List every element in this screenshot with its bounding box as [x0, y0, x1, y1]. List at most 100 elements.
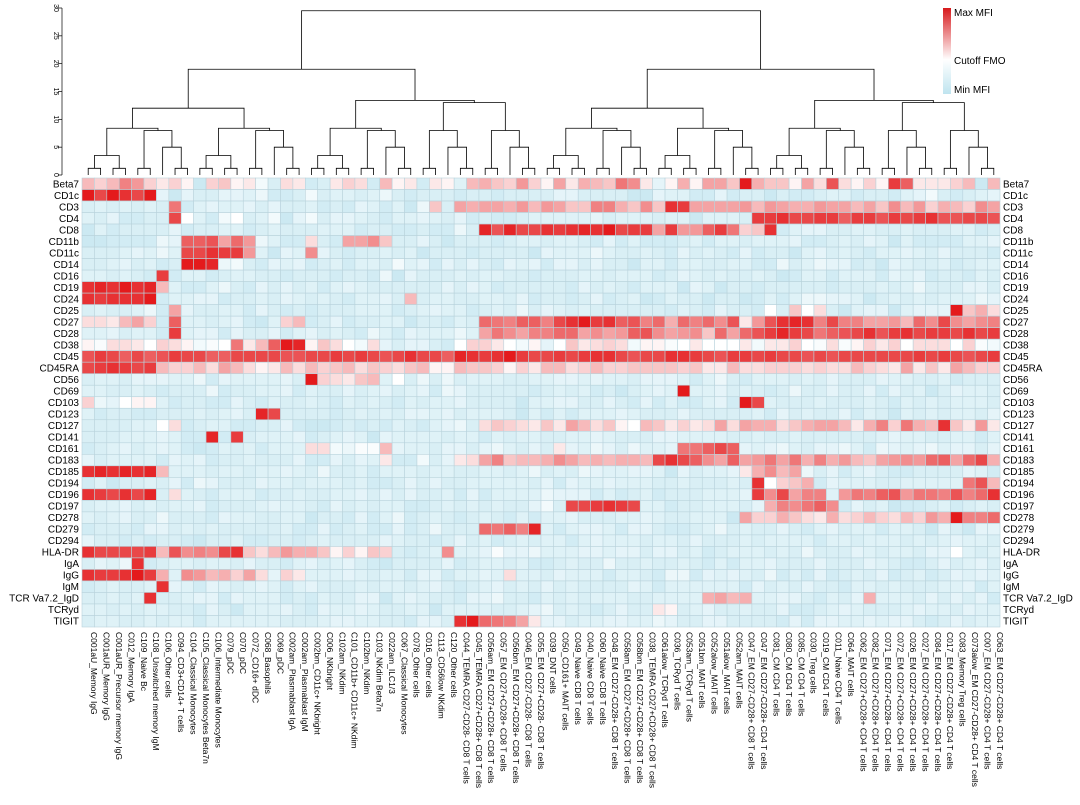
- heatmap-cell: [106, 523, 120, 536]
- heatmap-cell: [205, 177, 219, 190]
- heatmap-cell: [677, 350, 691, 363]
- heatmap-cell: [639, 177, 653, 190]
- heatmap-cell: [230, 430, 244, 444]
- heatmap-cell: [863, 246, 877, 259]
- heatmap-cell: [317, 177, 331, 190]
- heatmap-cell: [776, 258, 790, 271]
- heatmap-cell: [553, 580, 567, 593]
- heatmap-cell: [503, 580, 517, 593]
- heatmap-cell: [478, 212, 492, 225]
- row-label: CD123: [1003, 410, 1035, 421]
- heatmap-cell: [900, 384, 914, 398]
- heatmap-cell: [850, 258, 864, 271]
- heatmap-cell: [429, 442, 443, 455]
- column-label: C001aUR_Memory IgG: [102, 632, 112, 721]
- heatmap-cell: [441, 592, 455, 605]
- heatmap-cell: [94, 384, 108, 398]
- heatmap-cell: [850, 500, 864, 513]
- heatmap-cell: [416, 477, 430, 490]
- heatmap-cell: [317, 361, 331, 375]
- heatmap-cell: [466, 511, 480, 524]
- heatmap-cell: [826, 246, 840, 259]
- heatmap-cell: [205, 338, 219, 351]
- heatmap-cell: [590, 569, 604, 582]
- heatmap-cell: [974, 223, 988, 236]
- heatmap-cell: [987, 212, 1001, 225]
- heatmap-cell: [826, 373, 840, 386]
- heatmap-cell: [714, 327, 728, 340]
- heatmap-cell: [292, 592, 306, 605]
- heatmap-cell: [701, 419, 715, 432]
- heatmap-cell: [937, 246, 951, 259]
- heatmap-cell: [937, 523, 951, 536]
- heatmap-cell: [577, 592, 591, 605]
- heatmap-cell: [788, 361, 802, 375]
- heatmap-cell: [354, 465, 368, 478]
- heatmap-cell: [888, 396, 902, 409]
- heatmap-cell: [714, 304, 728, 317]
- heatmap-cell: [404, 592, 418, 605]
- heatmap-cell: [925, 189, 939, 202]
- heatmap-cell: [950, 384, 964, 398]
- heatmap-cell: [106, 281, 120, 294]
- heatmap-cell: [156, 500, 170, 513]
- heatmap-cell: [726, 258, 740, 271]
- heatmap-cell: [329, 488, 343, 501]
- heatmap-cell: [739, 442, 753, 455]
- column-label: C016_Other cells: [424, 632, 434, 698]
- heatmap-cell: [826, 557, 840, 570]
- heatmap-cell: [950, 557, 964, 570]
- heatmap-cell: [577, 454, 591, 467]
- heatmap-cell: [478, 177, 492, 190]
- heatmap-cell: [714, 200, 728, 213]
- heatmap-cell: [230, 292, 244, 305]
- heatmap-cell: [242, 407, 256, 421]
- heatmap-cell: [937, 292, 951, 305]
- heatmap-cell: [937, 477, 951, 490]
- heatmap-cell: [379, 223, 393, 236]
- heatmap-cell: [726, 592, 740, 605]
- dendrogram-link: [980, 167, 995, 175]
- heatmap-cell: [453, 569, 467, 582]
- heatmap-cell: [180, 430, 194, 444]
- heatmap-cell: [900, 546, 914, 559]
- heatmap-cell: [404, 477, 418, 490]
- heatmap-cell: [292, 430, 306, 444]
- heatmap-cell: [156, 477, 170, 490]
- heatmap-cell: [813, 465, 827, 478]
- heatmap-cell: [180, 246, 194, 259]
- heatmap-cell: [230, 338, 244, 351]
- heatmap-cell: [639, 327, 653, 340]
- heatmap-cell: [156, 373, 170, 386]
- heatmap-cell: [466, 615, 480, 628]
- heatmap-cell: [801, 361, 815, 375]
- column-label: C047_EM CD27-CD28+ CD8 T cells: [747, 632, 757, 769]
- heatmap-cell: [627, 454, 641, 467]
- heatmap-cell: [329, 269, 343, 282]
- heatmap-cell: [838, 189, 852, 202]
- row-label: CD278: [1003, 513, 1035, 524]
- heatmap-cell: [652, 235, 666, 248]
- heatmap-cell: [478, 500, 492, 513]
- heatmap-cell: [950, 350, 964, 363]
- heatmap-cell: [602, 488, 616, 501]
- heatmap-cell: [553, 442, 567, 455]
- heatmap-cell: [218, 281, 232, 294]
- heatmap-cell: [528, 534, 542, 547]
- heatmap-cell: [776, 223, 790, 236]
- heatmap-cell: [900, 350, 914, 363]
- heatmap-cell: [180, 546, 194, 559]
- heatmap-cell: [565, 592, 579, 605]
- heatmap-cell: [912, 304, 926, 317]
- heatmap-cell: [850, 419, 864, 432]
- heatmap-cell: [900, 189, 914, 202]
- row-label: CD24: [53, 294, 79, 305]
- heatmap-cell: [850, 454, 864, 467]
- heatmap-cell: [912, 430, 926, 444]
- heatmap-cell: [156, 258, 170, 271]
- heatmap-cell: [304, 569, 319, 582]
- heatmap-cell: [354, 292, 368, 305]
- heatmap-cell: [838, 338, 852, 351]
- heatmap-cell: [81, 281, 95, 294]
- heatmap-cell: [441, 442, 455, 455]
